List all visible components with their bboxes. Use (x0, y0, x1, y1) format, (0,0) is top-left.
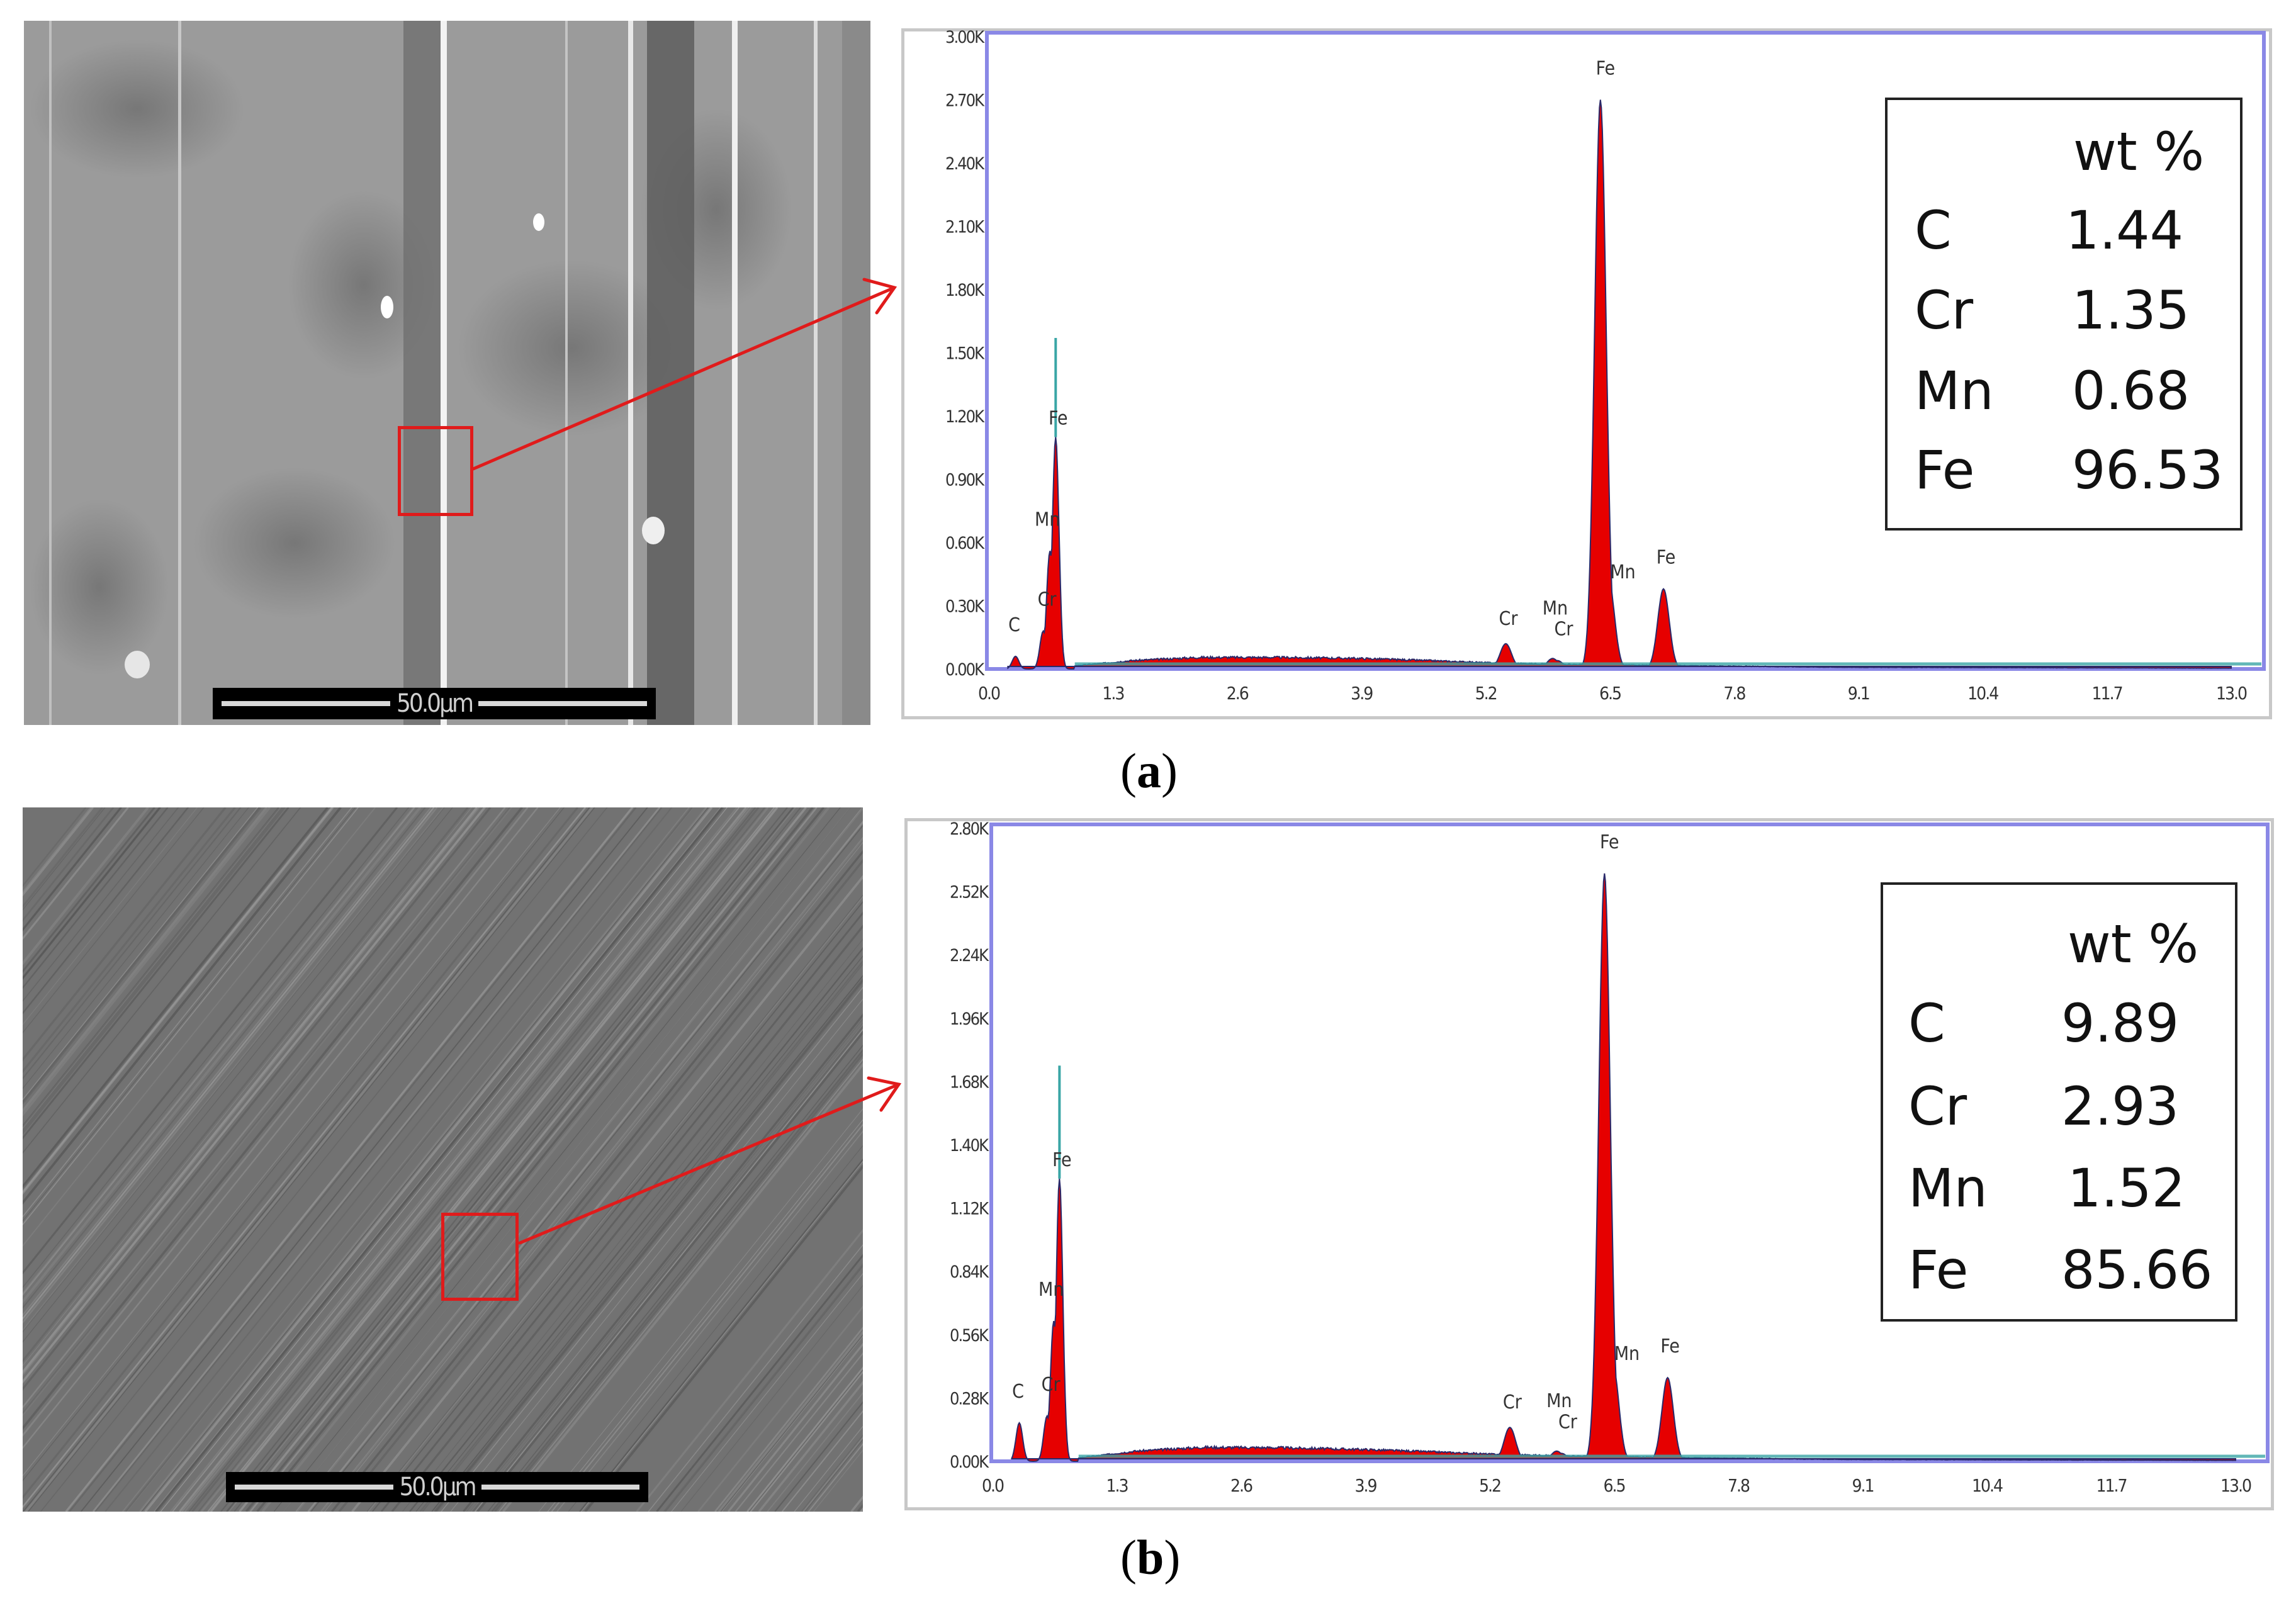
roi-box-a (398, 426, 473, 516)
x-tick-label: 7.8 (1723, 683, 1745, 704)
peak-label: Cr (1038, 589, 1057, 611)
scale-bar-label: 50.0µm (393, 1475, 481, 1500)
y-tick-label: 0.84K (950, 1262, 989, 1282)
x-tick-label: 6.5 (1599, 683, 1621, 704)
y-tick-label: 2.70K (945, 91, 985, 111)
peak-label: Mn (1038, 1279, 1064, 1301)
x-tick-label: 10.4 (1967, 683, 1998, 704)
element-label: C (1908, 992, 1945, 1054)
peak-label: Fe (1660, 1335, 1680, 1357)
peak-label: Fe (1052, 1149, 1072, 1171)
x-tick-label: 0.0 (978, 683, 1000, 704)
peak-label: C (1008, 614, 1020, 636)
element-value: 85.66 (2061, 1239, 2213, 1301)
y-tick-label: 1.80K (945, 281, 985, 300)
element-label: Mn (1915, 360, 1994, 422)
y-tick-label: 1.96K (950, 1009, 989, 1029)
y-tick-label: 0.28K (950, 1389, 989, 1408)
table-header: wt % (2073, 121, 2205, 183)
peak-label: Mn (1610, 561, 1635, 583)
sem-micrograph-a (24, 21, 870, 725)
x-tick-label: 1.3 (1106, 1475, 1128, 1496)
sem-micrograph-b (23, 807, 863, 1512)
scale-bar-a: 50.0µm (213, 688, 656, 719)
spectrum-area (1007, 99, 2232, 670)
x-tick-label: 5.2 (1479, 1475, 1500, 1496)
element-label: Cr (1908, 1076, 1967, 1137)
x-tick-label: 3.9 (1354, 1475, 1376, 1496)
peak-label: Cr (1555, 619, 1574, 641)
sem-image-a (24, 21, 870, 725)
element-value: 1.35 (2072, 279, 2190, 341)
y-tick-label: 2.80K (950, 819, 989, 839)
peak-label: Mn (1546, 1390, 1572, 1412)
y-tick-label: 1.40K (950, 1136, 989, 1155)
x-tick-label: 11.7 (2096, 1475, 2126, 1496)
x-tick-label: 3.9 (1351, 683, 1373, 704)
peak-label: Fe (1596, 58, 1616, 80)
peak-label: Mn (1543, 597, 1568, 619)
element-value: 2.93 (2061, 1076, 2180, 1137)
scale-bar-label: 50.0µm (390, 691, 479, 716)
y-tick-label: 1.50K (945, 344, 985, 364)
y-tick-label: 0.56K (950, 1326, 989, 1345)
x-tick-label: 11.7 (2092, 683, 2122, 704)
peak-label: Cr (1499, 608, 1519, 630)
element-value: 1.44 (2066, 199, 2184, 261)
y-tick-label: 2.24K (950, 946, 989, 965)
panel-caption-a: (a) (1120, 743, 1178, 798)
peak-label: Cr (1503, 1391, 1522, 1413)
peak-label: C (1012, 1381, 1024, 1403)
element-label: C (1915, 199, 1952, 261)
y-tick-label: 2.52K (950, 883, 989, 902)
x-tick-label: 9.1 (1852, 1475, 1873, 1496)
element-label: Fe (1915, 439, 1975, 501)
y-tick-label: 1.12K (950, 1199, 989, 1219)
table-header: wt % (2068, 913, 2199, 975)
peak-label: Fe (1049, 408, 1068, 430)
x-tick-label: 13.0 (2220, 1475, 2251, 1496)
peak-label: Cr (1042, 1374, 1061, 1396)
element-value: 1.52 (2068, 1157, 2186, 1219)
y-tick-label: 0.90K (945, 471, 985, 490)
y-tick-label: 1.68K (950, 1072, 989, 1092)
x-tick-label: 10.4 (1972, 1475, 2003, 1496)
y-tick-label: 2.40K (945, 154, 985, 174)
y-tick-label: 3.00K (945, 28, 985, 47)
peak-label: Cr (1558, 1411, 1578, 1433)
element-label: Fe (1908, 1239, 1969, 1301)
y-tick-label: 0.60K (945, 534, 985, 553)
sem-image-b (23, 807, 863, 1512)
peak-label: Fe (1600, 831, 1619, 853)
y-tick-label: 0.30K (945, 597, 985, 617)
spectrum-area (1011, 873, 2236, 1462)
x-tick-label: 1.3 (1102, 683, 1124, 704)
x-tick-label: 2.6 (1230, 1475, 1252, 1496)
peak-label: Mn (1614, 1343, 1640, 1365)
element-label: Mn (1908, 1157, 1988, 1219)
element-value: 0.68 (2072, 360, 2190, 422)
y-tick-label: 2.10K (945, 218, 985, 237)
panel-caption-b: (b) (1120, 1530, 1181, 1585)
scale-bar-b: 50.0µm (226, 1472, 648, 1502)
x-tick-label: 0.0 (982, 1475, 1004, 1496)
element-label: Cr (1915, 279, 1974, 341)
roi-box-b (441, 1213, 519, 1301)
element-value: 96.53 (2072, 439, 2224, 501)
x-tick-label: 5.2 (1475, 683, 1497, 704)
y-tick-label: 0.00K (950, 1452, 989, 1472)
element-value: 9.89 (2061, 992, 2180, 1054)
x-tick-label: 2.6 (1227, 683, 1249, 704)
x-tick-label: 9.1 (1848, 683, 1869, 704)
peak-label: Mn (1035, 508, 1060, 531)
peak-label: Fe (1657, 547, 1676, 569)
y-tick-label: 1.20K (945, 407, 985, 427)
composition-table-a: wt % C 1.44 Cr 1.35 Mn 0.68 Fe 96.53 (1885, 98, 2243, 531)
y-tick-label: 0.00K (945, 660, 985, 680)
x-tick-label: 6.5 (1603, 1475, 1624, 1496)
x-tick-label: 13.0 (2216, 683, 2247, 704)
composition-table-b: wt % C 9.89 Cr 2.93 Mn 1.52 Fe 85.66 (1881, 882, 2237, 1322)
x-tick-label: 7.8 (1728, 1475, 1750, 1496)
